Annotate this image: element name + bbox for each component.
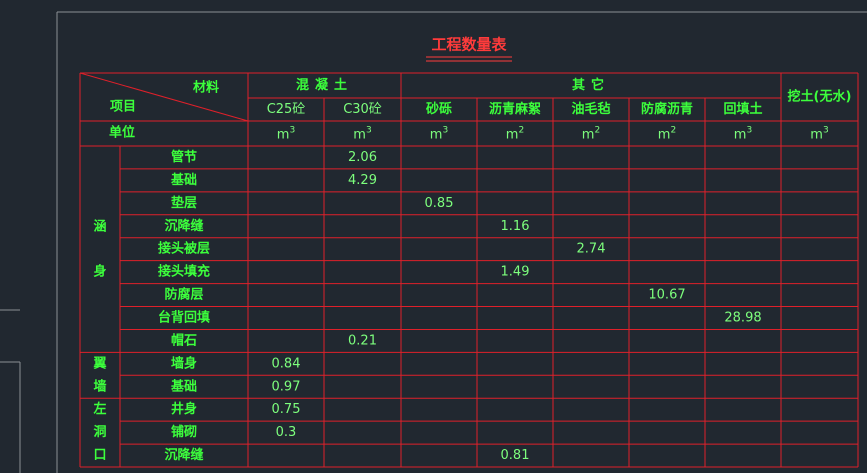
table-line xyxy=(79,72,249,122)
cell-value: 0.81 xyxy=(501,448,530,463)
group-label: 翼 xyxy=(92,356,106,371)
column-label: C25砼 xyxy=(267,102,306,117)
cell-value: 0.3 xyxy=(276,425,297,440)
unit-exponent: 2 xyxy=(670,125,676,135)
cell-value: 0.84 xyxy=(272,356,301,371)
cell-value: 0.85 xyxy=(425,196,454,211)
item-label: 墙身 xyxy=(171,355,197,371)
item-label: 帽石 xyxy=(171,332,197,348)
group-label: 墙 xyxy=(93,378,106,394)
cell-value: 1.49 xyxy=(501,265,530,280)
header-label: 项目 xyxy=(110,100,136,115)
item-label: 防腐层 xyxy=(164,287,203,303)
unit-base: m xyxy=(658,127,671,142)
cell-value: 10.67 xyxy=(648,288,685,303)
cell-value: 0.75 xyxy=(272,402,301,417)
cell-value: 0.21 xyxy=(348,333,377,348)
item-label: 基础 xyxy=(170,378,197,394)
cell-value: 4.29 xyxy=(348,173,377,188)
column-label: 沥青麻絮 xyxy=(489,101,541,117)
column-label: 油毛毡 xyxy=(571,101,610,117)
item-label: 沉降缝 xyxy=(164,218,203,234)
header-label: 材料 xyxy=(193,80,219,96)
unit-exponent: 2 xyxy=(518,125,524,135)
group-label: 口 xyxy=(93,448,106,463)
group-label: 洞 xyxy=(93,425,106,440)
item-label: 沉降缝 xyxy=(164,447,203,463)
unit-label: m3 xyxy=(353,125,371,142)
item-label: 垫层 xyxy=(171,195,197,211)
unit-exponent: 3 xyxy=(442,125,448,135)
unit-exponent: 3 xyxy=(366,125,372,135)
group-label: 左 xyxy=(93,401,106,417)
cell-value: 1.16 xyxy=(501,219,530,234)
item-label: 接头填充 xyxy=(158,264,210,280)
item-label: 井身 xyxy=(171,401,197,417)
column-label: 回填土 xyxy=(723,101,762,117)
unit-label: m2 xyxy=(658,125,676,142)
item-label: 台背回填 xyxy=(158,309,210,325)
item-label: 铺砌 xyxy=(171,424,197,440)
unit-base: m xyxy=(810,127,823,142)
header-label: 单位 xyxy=(109,125,135,141)
cell-value: 2.06 xyxy=(348,150,377,165)
table-title: 工程数量表 xyxy=(431,36,507,54)
column-group-label: 挖土(无水) xyxy=(788,89,852,105)
unit-base: m xyxy=(430,127,443,142)
unit-base: m xyxy=(277,127,290,142)
drawing-frame xyxy=(0,11,867,473)
column-group-label: 混凝土 xyxy=(296,77,353,93)
item-label: 基础 xyxy=(170,172,197,188)
unit-base: m xyxy=(734,127,747,142)
unit-base: m xyxy=(506,127,519,142)
item-label: 接头被层 xyxy=(158,241,210,257)
cell-value: 0.97 xyxy=(272,379,301,394)
unit-label: m3 xyxy=(810,125,828,142)
column-label: 砂砾 xyxy=(425,101,452,117)
cell-value: 2.74 xyxy=(577,242,606,257)
unit-exponent: 3 xyxy=(746,125,752,135)
column-label: 防腐沥青 xyxy=(641,101,693,117)
unit-label: m2 xyxy=(506,125,524,142)
unit-label: m3 xyxy=(277,125,295,142)
unit-label: m3 xyxy=(734,125,752,142)
group-label: 涵 xyxy=(93,220,106,235)
item-label: 管节 xyxy=(171,149,197,165)
unit-label: m3 xyxy=(430,125,448,142)
column-group-label: 其它 xyxy=(572,77,610,93)
unit-label: m2 xyxy=(582,125,600,142)
unit-exponent: 2 xyxy=(594,125,600,135)
column-label: C30砼 xyxy=(343,102,382,117)
unit-exponent: 3 xyxy=(289,125,295,135)
unit-base: m xyxy=(353,127,366,142)
cell-value: 28.98 xyxy=(724,310,761,325)
unit-exponent: 3 xyxy=(823,125,829,135)
unit-base: m xyxy=(582,127,595,142)
group-label: 身 xyxy=(93,264,106,280)
